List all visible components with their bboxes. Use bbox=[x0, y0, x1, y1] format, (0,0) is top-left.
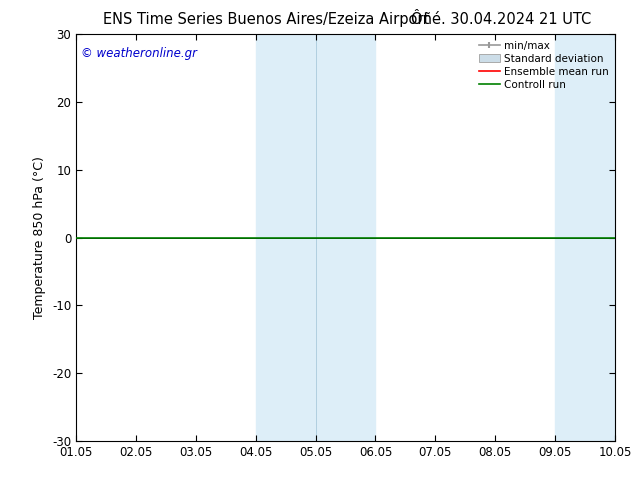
Text: © weatheronline.gr: © weatheronline.gr bbox=[81, 47, 197, 59]
Text: Ôñé. 30.04.2024 21 UTC: Ôñé. 30.04.2024 21 UTC bbox=[411, 12, 591, 27]
Text: ENS Time Series Buenos Aires/Ezeiza Airport: ENS Time Series Buenos Aires/Ezeiza Airp… bbox=[103, 12, 429, 27]
Y-axis label: Temperature 850 hPa (°C): Temperature 850 hPa (°C) bbox=[34, 156, 46, 319]
Legend: min/max, Standard deviation, Ensemble mean run, Controll run: min/max, Standard deviation, Ensemble me… bbox=[475, 36, 613, 94]
Bar bbox=[256, 34, 375, 441]
Bar bbox=[555, 34, 615, 441]
